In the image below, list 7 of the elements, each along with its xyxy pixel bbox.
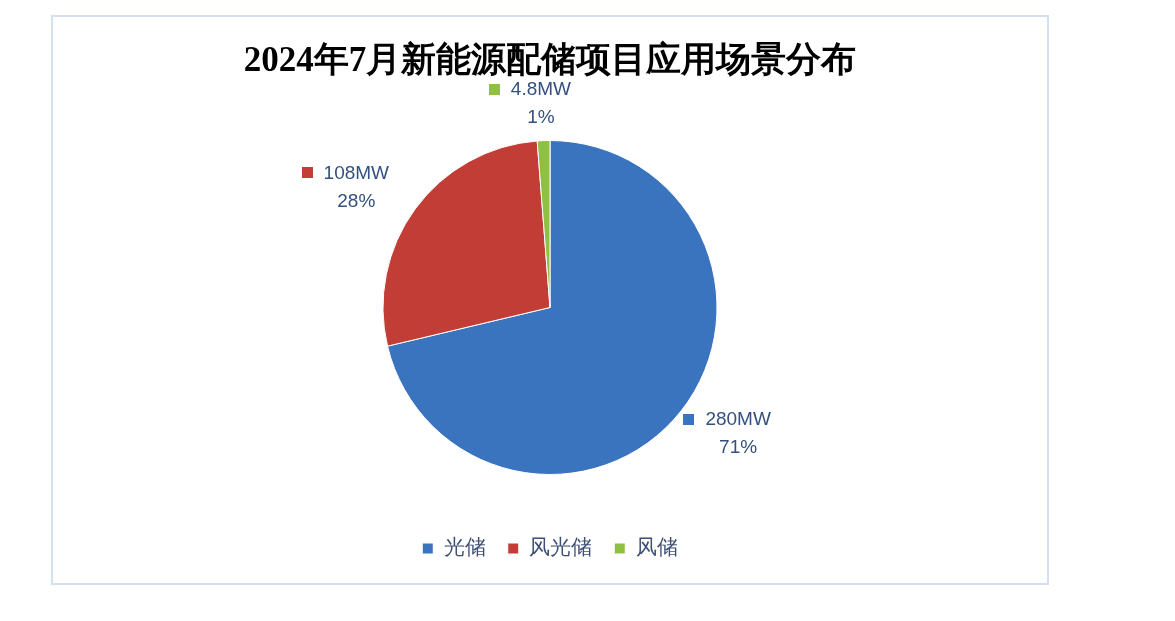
chart-title: 2024年7月新能源配储项目应用场景分布 xyxy=(243,40,857,80)
data-label: 280MW 71% xyxy=(705,408,771,458)
data-label: 108MW 28% xyxy=(323,161,390,211)
legend-label: 风储 xyxy=(635,535,678,560)
legend-label: 风光储 xyxy=(529,535,593,560)
legend-label: 光储 xyxy=(443,535,486,560)
data-label: 4.8MW 1% xyxy=(510,78,572,128)
